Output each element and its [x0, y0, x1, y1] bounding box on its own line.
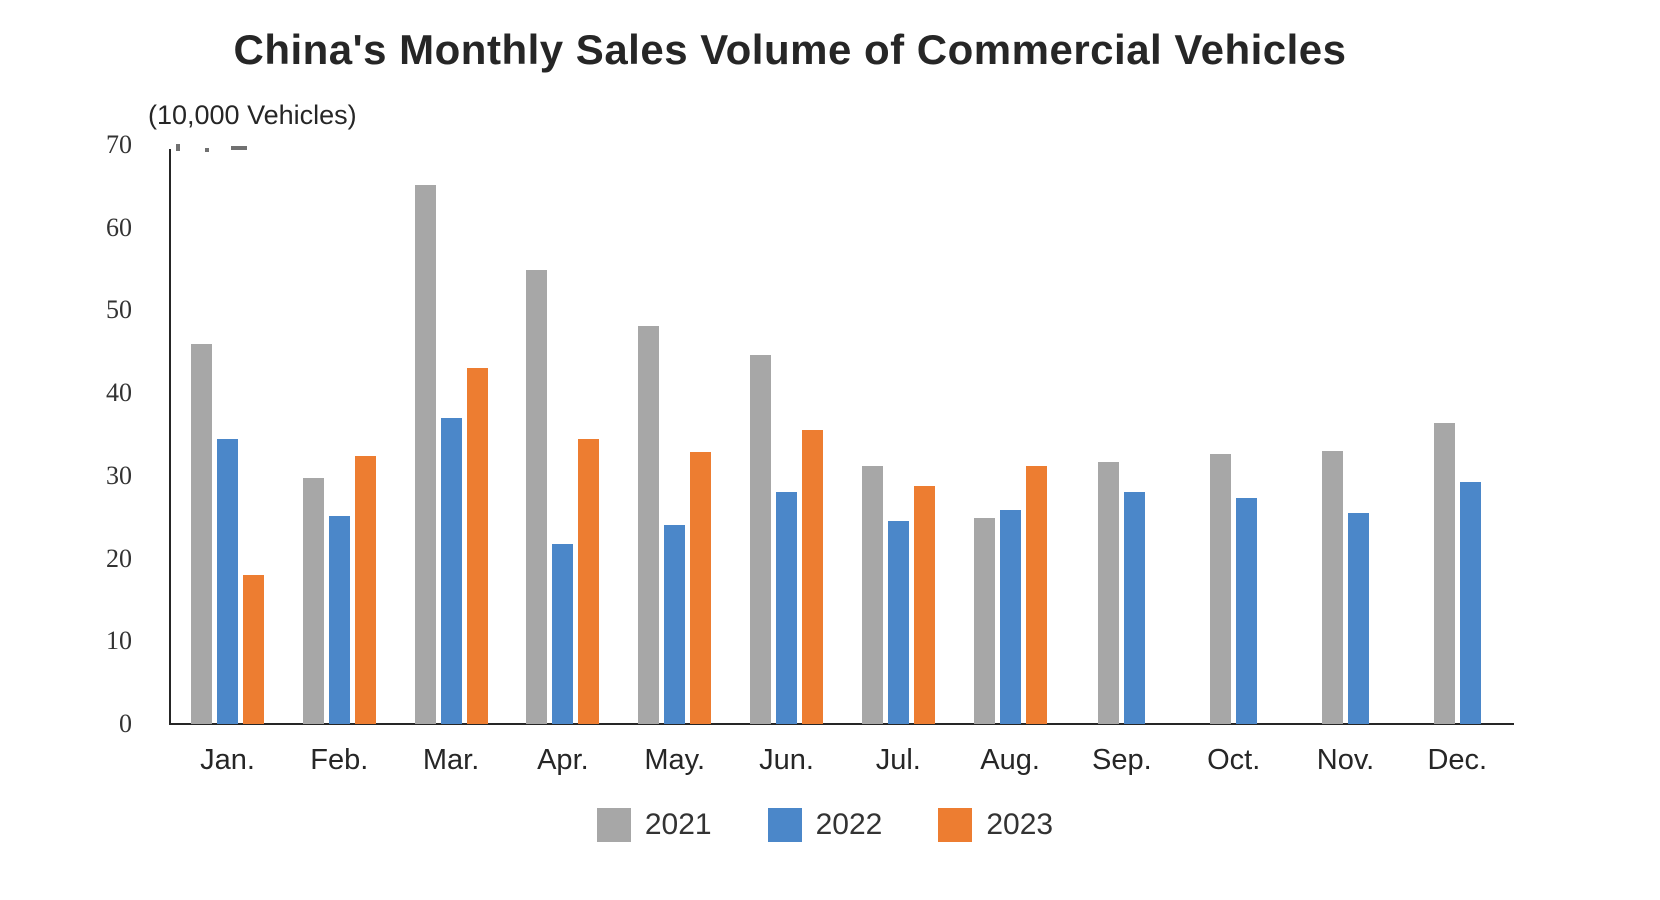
legend-label: 2021	[644, 808, 712, 841]
bar-group-mar	[395, 184, 507, 724]
x-axis-label-jul: Jul.	[875, 744, 921, 776]
x-axis-label-dec: Dec.	[1427, 744, 1488, 776]
stray-mark	[176, 144, 180, 151]
y-tick-label: 60	[106, 212, 132, 242]
x-axis-label-apr: Apr.	[537, 744, 589, 776]
bar-group-aug	[954, 465, 1066, 724]
bar-2022-jul	[887, 520, 909, 724]
bar-group-may	[619, 326, 731, 724]
bar-2022-nov	[1348, 513, 1369, 724]
bar-2023-may	[690, 451, 712, 724]
legend-color-chip-2023	[938, 808, 973, 842]
y-axis-line	[169, 149, 171, 725]
bar-2021-oct	[1210, 454, 1232, 724]
bar-2022-mar	[440, 417, 462, 724]
x-axis-label-jan: Jan.	[200, 744, 255, 776]
bar-2022-apr	[552, 543, 574, 724]
bar-2022-dec	[1459, 482, 1481, 724]
bar-2023-feb	[354, 456, 376, 724]
y-tick-label: 70	[106, 130, 132, 159]
stray-mark	[205, 148, 209, 152]
bar-2021-jul	[861, 465, 883, 724]
x-axis-label-aug: Aug.	[980, 744, 1040, 776]
bar-group-apr	[507, 269, 619, 724]
bar-group-oct	[1178, 454, 1290, 724]
bar-group-jul	[842, 465, 954, 724]
bar-2021-jan	[191, 344, 212, 724]
legend-color-chip-2022	[767, 808, 802, 842]
x-axis-label-oct: Oct.	[1207, 744, 1261, 776]
legend-item-2021: 2021	[596, 808, 712, 842]
x-axis-label-sep: Sep.	[1092, 744, 1152, 776]
bar-2023-apr	[578, 438, 600, 724]
legend-item-2023: 2023	[938, 808, 1053, 842]
x-axis-line	[169, 723, 1514, 725]
legend-label: 2022	[815, 808, 883, 841]
bar-2021-feb	[302, 477, 324, 724]
bar-2021-mar	[414, 184, 436, 724]
bar-2022-feb	[328, 515, 350, 724]
bar-2022-sep	[1124, 492, 1146, 724]
bar-2021-sep	[1098, 461, 1120, 724]
legend-color-chip-2021	[596, 808, 631, 842]
bar-2021-nov	[1322, 451, 1343, 724]
bar-2021-dec	[1433, 422, 1455, 724]
y-tick-label: 50	[106, 295, 132, 325]
bar-2022-jan	[217, 438, 238, 724]
bar-2022-oct	[1236, 498, 1258, 724]
y-tick-label: 0	[119, 709, 132, 738]
bar-2021-apr	[526, 269, 548, 724]
bar-group-nov	[1290, 451, 1402, 724]
bar-2023-jan	[243, 575, 264, 724]
x-axis-label-nov: Nov.	[1316, 744, 1375, 776]
legend-label: 2023	[986, 808, 1054, 841]
bar-2021-aug	[973, 518, 995, 724]
bar-group-jun	[731, 355, 843, 724]
x-axis-label-mar: Mar.	[422, 744, 480, 776]
x-axis-label-feb: Feb.	[310, 744, 369, 776]
bar-2022-jun	[776, 491, 797, 724]
legend: 2021 2022 2023	[0, 808, 1650, 842]
y-tick-label: 10	[106, 626, 132, 656]
bar-2021-jun	[750, 355, 771, 724]
bar-group-feb	[283, 456, 395, 724]
y-axis-unit-label: (10,000 Vehicles)	[148, 100, 357, 130]
bar-group-sep	[1066, 461, 1178, 724]
y-tick-label: 40	[106, 378, 132, 408]
stray-mark	[231, 146, 247, 150]
y-tick-label: 30	[106, 460, 132, 490]
bar-group-jan	[172, 344, 284, 724]
chart-title: China's Monthly Sales Volume of Commerci…	[233, 26, 1347, 73]
bar-2023-jul	[913, 485, 935, 724]
bar-2022-aug	[999, 509, 1021, 724]
bar-2022-may	[664, 524, 686, 724]
bar-group-dec	[1401, 422, 1513, 724]
bar-2023-mar	[466, 367, 488, 724]
bar-2023-aug	[1025, 465, 1047, 724]
x-axis-label-may: May.	[644, 744, 706, 776]
y-tick-label: 20	[106, 543, 132, 573]
x-axis-label-jun: Jun.	[759, 744, 814, 776]
legend-item-2022: 2022	[767, 808, 883, 842]
bar-2021-may	[638, 326, 660, 724]
bar-2023-jun	[802, 430, 823, 724]
